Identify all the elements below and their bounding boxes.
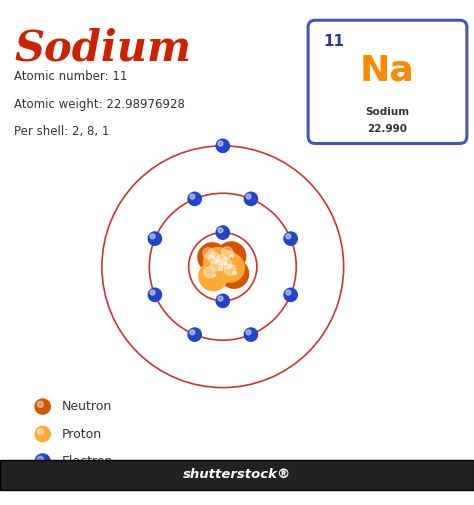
Circle shape <box>37 429 44 435</box>
Circle shape <box>218 141 223 146</box>
FancyBboxPatch shape <box>308 20 467 143</box>
Text: N: N <box>218 267 223 272</box>
Text: Atomic weight: 22.98976928: Atomic weight: 22.98976928 <box>14 97 185 111</box>
Text: N: N <box>231 271 237 276</box>
Text: 11: 11 <box>324 34 345 49</box>
Text: shutterstock®: shutterstock® <box>183 468 291 481</box>
Circle shape <box>204 247 232 276</box>
Circle shape <box>225 264 236 275</box>
Circle shape <box>246 194 251 199</box>
Circle shape <box>216 226 229 239</box>
Text: P: P <box>211 274 216 279</box>
Circle shape <box>198 243 227 272</box>
Text: Sodium: Sodium <box>14 27 191 69</box>
Circle shape <box>216 294 229 308</box>
Text: P: P <box>216 260 220 265</box>
Circle shape <box>286 290 291 295</box>
Circle shape <box>35 454 50 469</box>
Circle shape <box>220 260 248 288</box>
Text: N: N <box>228 254 234 259</box>
Circle shape <box>222 247 233 258</box>
Text: P: P <box>223 262 228 267</box>
Circle shape <box>246 330 251 335</box>
Circle shape <box>244 192 257 206</box>
Text: Na: Na <box>360 54 415 88</box>
Circle shape <box>220 258 231 269</box>
Circle shape <box>284 288 297 301</box>
Text: Neutron: Neutron <box>62 400 112 413</box>
Text: P: P <box>228 265 232 270</box>
Text: Proton: Proton <box>62 428 102 440</box>
FancyBboxPatch shape <box>0 460 474 489</box>
Circle shape <box>190 194 195 199</box>
Text: Atomic number: 11: Atomic number: 11 <box>14 70 128 83</box>
Circle shape <box>209 252 219 264</box>
Circle shape <box>218 228 223 233</box>
Circle shape <box>284 232 297 245</box>
Text: N: N <box>210 255 215 260</box>
Circle shape <box>216 255 227 266</box>
Circle shape <box>218 296 223 301</box>
Text: 22.990: 22.990 <box>367 124 408 134</box>
Text: Sodium: Sodium <box>365 108 410 117</box>
Circle shape <box>188 192 201 206</box>
Circle shape <box>211 260 222 271</box>
Text: Electron: Electron <box>62 455 113 468</box>
Circle shape <box>286 234 291 239</box>
Circle shape <box>150 290 155 295</box>
Circle shape <box>37 401 44 408</box>
Circle shape <box>190 330 195 335</box>
Circle shape <box>150 234 155 239</box>
Circle shape <box>244 328 257 341</box>
Text: Per shell: 2, 8, 1: Per shell: 2, 8, 1 <box>14 125 109 138</box>
Circle shape <box>199 262 228 290</box>
Circle shape <box>35 399 50 414</box>
Circle shape <box>206 255 235 283</box>
Circle shape <box>204 267 215 278</box>
Circle shape <box>217 242 246 271</box>
Circle shape <box>203 248 214 259</box>
Circle shape <box>37 456 44 462</box>
Circle shape <box>148 232 162 245</box>
Circle shape <box>216 254 244 282</box>
Circle shape <box>35 426 50 442</box>
Circle shape <box>188 328 201 341</box>
Circle shape <box>148 288 162 301</box>
Circle shape <box>211 250 239 279</box>
Circle shape <box>216 139 229 153</box>
